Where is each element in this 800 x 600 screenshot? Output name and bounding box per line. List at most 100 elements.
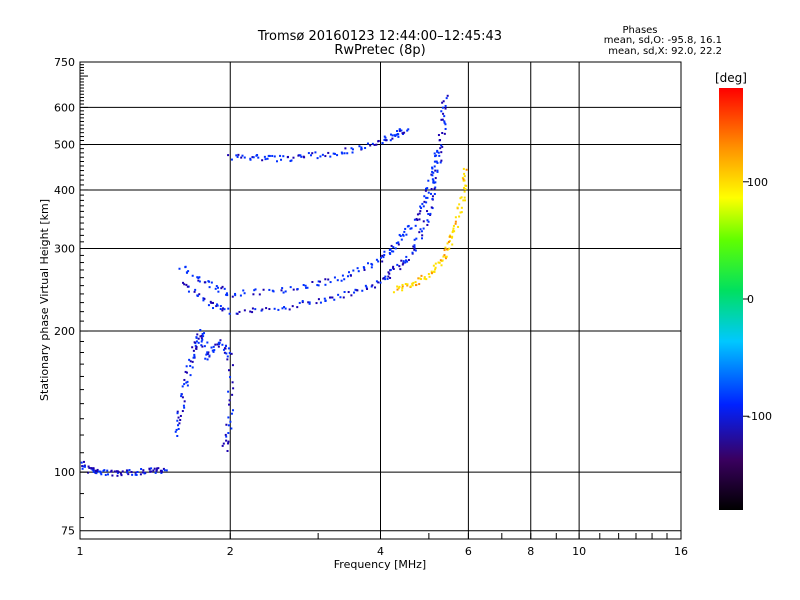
data-point: [218, 343, 221, 346]
data-point: [415, 283, 418, 286]
data-point: [254, 308, 257, 311]
data-point: [219, 305, 222, 308]
data-point: [381, 254, 384, 257]
data-point: [196, 294, 199, 297]
data-point: [314, 151, 317, 154]
data-point: [208, 286, 211, 289]
data-point: [433, 165, 436, 168]
data-point: [462, 199, 465, 202]
data-point: [205, 353, 208, 356]
x-tick-label: 8: [527, 545, 534, 558]
data-point: [183, 406, 186, 409]
data-point: [430, 188, 433, 191]
stats-line1: mean, sd,O: -95.8, 16.1: [604, 35, 722, 46]
data-point: [215, 285, 218, 288]
data-point: [231, 381, 234, 384]
data-point: [212, 307, 215, 310]
data-point: [182, 404, 185, 407]
data-point: [191, 366, 194, 369]
data-point: [399, 268, 402, 271]
data-point: [130, 470, 133, 473]
data-point: [384, 139, 387, 142]
data-point: [113, 470, 116, 473]
data-point: [406, 129, 409, 132]
data-point: [397, 133, 400, 136]
data-point: [305, 286, 308, 289]
data-point: [426, 196, 429, 199]
data-point: [443, 115, 446, 118]
data-point: [194, 288, 197, 291]
data-point: [383, 276, 386, 279]
data-point: [420, 207, 423, 210]
data-point: [188, 358, 191, 361]
data-point: [128, 469, 131, 472]
data-point: [427, 220, 430, 223]
stats-title: Phases: [622, 25, 657, 36]
data-point: [346, 152, 349, 155]
data-point: [83, 465, 86, 468]
data-point: [390, 244, 393, 247]
y-tick-label: 75: [61, 525, 75, 538]
data-point: [221, 444, 224, 447]
data-point: [444, 104, 447, 107]
data-point: [323, 297, 326, 300]
y-tick-label: 200: [54, 325, 75, 338]
data-point: [343, 152, 346, 155]
data-point: [225, 435, 228, 438]
data-point: [389, 276, 392, 279]
data-point: [384, 136, 387, 139]
data-point: [249, 157, 252, 160]
data-point: [409, 285, 412, 288]
data-point: [434, 169, 437, 172]
data-point: [340, 279, 343, 282]
data-point: [187, 290, 190, 293]
data-point: [230, 158, 233, 161]
data-point: [275, 160, 278, 163]
data-point: [419, 210, 422, 213]
data-point: [342, 296, 345, 299]
data-point: [413, 244, 416, 247]
data-point: [200, 340, 203, 343]
data-point: [440, 144, 443, 147]
y-tick-label: 100: [54, 466, 75, 479]
data-point: [398, 128, 401, 131]
data-point: [302, 283, 305, 286]
data-point: [236, 312, 239, 315]
data-point: [267, 154, 270, 157]
data-point: [199, 335, 202, 338]
x-tick-label: 1: [77, 545, 84, 558]
data-point: [252, 293, 255, 296]
data-point: [430, 173, 433, 176]
data-point: [256, 154, 259, 157]
data-point: [193, 355, 196, 358]
data-point: [396, 263, 399, 266]
data-point: [384, 275, 387, 278]
data-point: [148, 468, 151, 471]
data-point: [406, 284, 409, 287]
data-point: [327, 278, 330, 281]
data-point: [135, 473, 138, 476]
data-point: [311, 152, 314, 155]
data-point: [315, 302, 318, 305]
data-point: [126, 471, 129, 474]
data-point: [212, 301, 215, 304]
data-point: [273, 155, 276, 158]
data-point: [413, 246, 416, 249]
data-point: [321, 153, 324, 156]
data-point: [365, 286, 368, 289]
data-point: [423, 200, 426, 203]
data-point: [431, 198, 434, 201]
data-point: [381, 260, 384, 263]
data-point: [222, 348, 225, 351]
chart-title-line1: Tromsø 20160123 12:44:00–12:45:43: [257, 29, 502, 44]
data-point: [440, 118, 443, 121]
data-point: [165, 469, 168, 472]
data-point: [444, 107, 447, 110]
data-point: [197, 341, 200, 344]
x-axis: 1 2 4 6 8 10 16: [77, 533, 688, 558]
data-point: [324, 299, 327, 302]
data-point: [441, 101, 444, 104]
data-point: [254, 288, 257, 291]
data-point: [88, 466, 91, 469]
data-point: [333, 298, 336, 301]
